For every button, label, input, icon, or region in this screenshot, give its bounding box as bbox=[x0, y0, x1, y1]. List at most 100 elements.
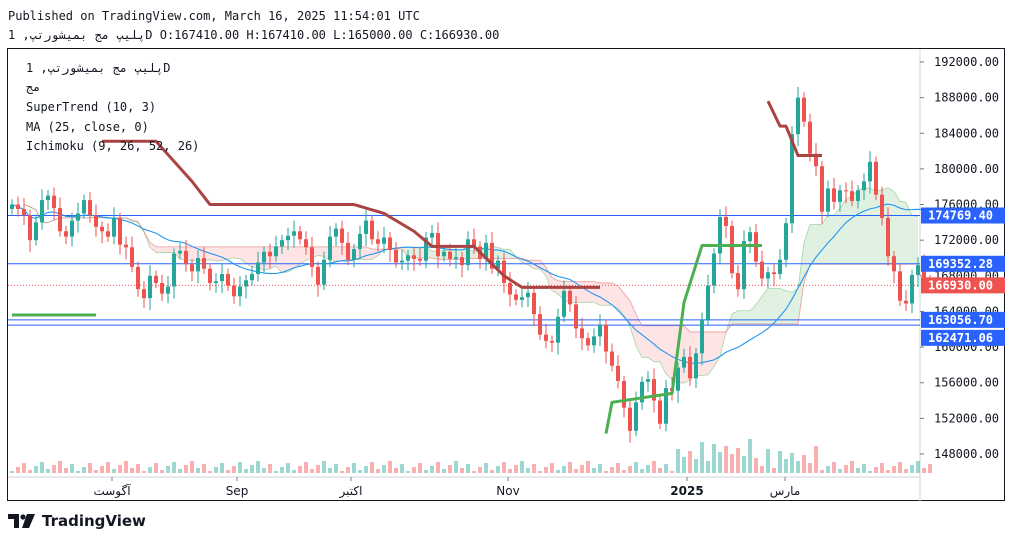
x-tick-label: اکتبر bbox=[339, 484, 363, 499]
volume-bar bbox=[928, 464, 932, 473]
candle-body bbox=[562, 290, 566, 317]
volume-bar bbox=[874, 467, 878, 473]
volume-bar bbox=[100, 466, 104, 473]
ichimoku-cloud-segment bbox=[582, 281, 588, 303]
candle-body bbox=[598, 324, 602, 337]
volume-bar bbox=[640, 469, 644, 473]
candle-body bbox=[844, 190, 848, 192]
candle-body bbox=[544, 334, 548, 341]
volume-bar bbox=[904, 469, 908, 473]
candle-body bbox=[532, 292, 536, 315]
volume-bar bbox=[550, 463, 554, 473]
price-label-text: 163056.70 bbox=[928, 313, 993, 327]
volume-bar bbox=[322, 461, 326, 473]
candle-body bbox=[232, 285, 236, 297]
y-tick-label: 180000.00 bbox=[934, 162, 999, 176]
candle-body bbox=[220, 274, 224, 282]
volume-bar bbox=[502, 462, 506, 473]
volume-bar bbox=[376, 469, 380, 473]
volume-bar bbox=[340, 471, 344, 473]
volume-bar bbox=[346, 467, 350, 473]
brand-name: TradingView bbox=[42, 512, 146, 530]
candle-body bbox=[406, 255, 410, 261]
volume-bar bbox=[532, 464, 536, 473]
candle-body bbox=[550, 340, 554, 343]
candle-body bbox=[352, 249, 356, 260]
candle-body bbox=[736, 273, 740, 290]
candle-body bbox=[214, 281, 218, 283]
candle-body bbox=[706, 285, 710, 321]
ichimoku-cloud-segment bbox=[204, 246, 210, 261]
volume-bar bbox=[880, 463, 884, 473]
candle-body bbox=[658, 400, 662, 424]
candle-body bbox=[742, 241, 746, 290]
volume-bar bbox=[34, 466, 38, 473]
candle-body bbox=[82, 200, 86, 214]
candle-body bbox=[772, 272, 776, 275]
candle-body bbox=[508, 282, 512, 295]
ichimoku-cloud-segment bbox=[708, 331, 714, 375]
candle-body bbox=[838, 190, 842, 202]
volume-bar bbox=[616, 463, 620, 473]
volume-bar bbox=[490, 470, 494, 473]
volume-bar bbox=[676, 449, 680, 473]
price-label-text: 166930.00 bbox=[928, 278, 993, 292]
volume-bar bbox=[148, 467, 152, 473]
volume-bar bbox=[574, 469, 578, 473]
volume-bar bbox=[694, 459, 698, 473]
ichimoku-cloud-segment bbox=[846, 196, 852, 265]
volume-bar bbox=[268, 464, 272, 473]
ichimoku-cloud-segment bbox=[288, 246, 294, 272]
candle-body bbox=[556, 316, 560, 343]
volume-bar bbox=[472, 471, 476, 473]
candle-body bbox=[796, 97, 800, 135]
y-tick-label: 148000.00 bbox=[934, 447, 999, 461]
legend-supertrend[interactable]: SuperTrend (10, 3) bbox=[26, 100, 157, 114]
volume-bar bbox=[802, 455, 806, 473]
legend-symbol: پلیپ مج بمیشورتپ, 1D bbox=[26, 61, 171, 75]
candle-body bbox=[190, 264, 194, 272]
volume-bar bbox=[22, 463, 26, 473]
ichimoku-cloud-segment bbox=[168, 246, 174, 253]
volume-bar bbox=[754, 458, 758, 473]
volume-bar bbox=[286, 463, 290, 473]
supertrend-down-line bbox=[102, 139, 600, 289]
tradingview-logo[interactable]: TradingView bbox=[8, 511, 146, 531]
volume-bar bbox=[658, 468, 662, 473]
candle-body bbox=[124, 244, 128, 248]
legend-ichimoku[interactable]: Ichimoku (9, 26, 52, 26) bbox=[26, 139, 200, 153]
candle-body bbox=[610, 351, 614, 366]
candle-body bbox=[154, 275, 158, 283]
ichimoku-cloud-segment bbox=[660, 325, 666, 375]
volume-bar bbox=[466, 464, 470, 473]
published-line: Published on TradingView.com, March 16, … bbox=[8, 9, 420, 23]
volume-bar bbox=[730, 454, 734, 473]
chart-frame[interactable]: 192000.00 188000.00 184000.00 180000.00 1760… bbox=[7, 48, 1006, 502]
volume-bar bbox=[556, 470, 560, 473]
candle-body bbox=[574, 304, 578, 329]
volume-bar bbox=[94, 470, 98, 473]
x-tick-label: Sep bbox=[226, 484, 249, 498]
ichimoku-cloud-segment bbox=[156, 246, 162, 253]
legend-ma[interactable]: MA (25, close, 0) bbox=[26, 120, 149, 134]
candle-body bbox=[760, 261, 764, 279]
ichimoku-cloud-segment bbox=[744, 310, 750, 324]
volume-bar bbox=[544, 467, 548, 473]
candle-body bbox=[604, 324, 608, 352]
volume-bar bbox=[898, 462, 902, 473]
chart-canvas[interactable]: 192000.00188000.00184000.00180000.001760… bbox=[8, 49, 1006, 502]
candle-body bbox=[292, 231, 296, 236]
ichimoku-cloud-segment bbox=[456, 249, 462, 260]
candle-body bbox=[76, 213, 80, 221]
volume-bar bbox=[280, 467, 284, 473]
candle-body bbox=[748, 232, 752, 242]
candle-body bbox=[682, 356, 686, 368]
candle-body bbox=[874, 161, 878, 195]
candle-body bbox=[676, 367, 680, 391]
volume-bar bbox=[478, 467, 482, 473]
volume-bar bbox=[922, 468, 926, 473]
candle-body bbox=[298, 231, 302, 240]
ichimoku-cloud-segment bbox=[282, 246, 288, 273]
volume-bar bbox=[664, 464, 668, 473]
volume-bar bbox=[232, 466, 236, 473]
